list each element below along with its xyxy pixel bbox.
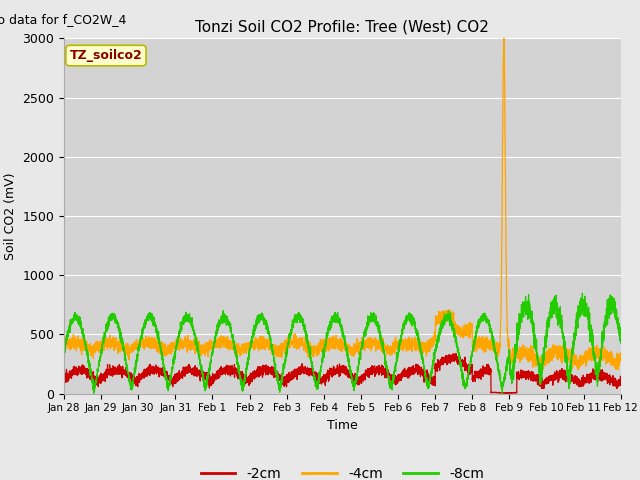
- Text: No data for f_CO2W_4: No data for f_CO2W_4: [0, 13, 126, 26]
- Line: -4cm: -4cm: [64, 38, 621, 370]
- -4cm: [161, 344, 169, 349]
- -4cm: [518, 350, 525, 356]
- -2cm: [161, 375, 169, 381]
- Text: TZ_soilco2: TZ_soilco2: [70, 49, 142, 62]
- -2cm: [452, 351, 460, 357]
- -2cm: [617, 382, 625, 387]
- X-axis label: Time: Time: [327, 419, 358, 432]
- -8cm: [476, 316, 483, 322]
- -2cm: [394, 375, 402, 381]
- -8cm: [579, 290, 586, 296]
- -2cm: [476, 372, 483, 378]
- Y-axis label: Soil CO2 (mV): Soil CO2 (mV): [4, 172, 17, 260]
- Line: -2cm: -2cm: [64, 354, 621, 393]
- Legend: -2cm, -4cm, -8cm: -2cm, -4cm, -8cm: [195, 461, 490, 480]
- -4cm: [476, 334, 483, 339]
- -8cm: [394, 352, 402, 358]
- -2cm: [504, 390, 512, 396]
- -4cm: [500, 36, 508, 41]
- -4cm: [394, 344, 402, 349]
- Line: -8cm: -8cm: [64, 293, 621, 394]
- Title: Tonzi Soil CO2 Profile: Tree (West) CO2: Tonzi Soil CO2 Profile: Tree (West) CO2: [195, 20, 490, 35]
- -8cm: [60, 345, 68, 350]
- -8cm: [518, 310, 525, 316]
- -4cm: [60, 341, 68, 347]
- -8cm: [273, 367, 280, 373]
- -2cm: [273, 372, 280, 378]
- -2cm: [60, 377, 68, 383]
- -2cm: [422, 371, 430, 377]
- -8cm: [422, 378, 430, 384]
- -8cm: [499, 391, 506, 396]
- -2cm: [518, 373, 526, 379]
- -4cm: [273, 354, 280, 360]
- -8cm: [617, 340, 625, 346]
- -4cm: [536, 367, 543, 372]
- -4cm: [617, 356, 625, 361]
- -8cm: [161, 374, 169, 380]
- -4cm: [422, 349, 430, 355]
